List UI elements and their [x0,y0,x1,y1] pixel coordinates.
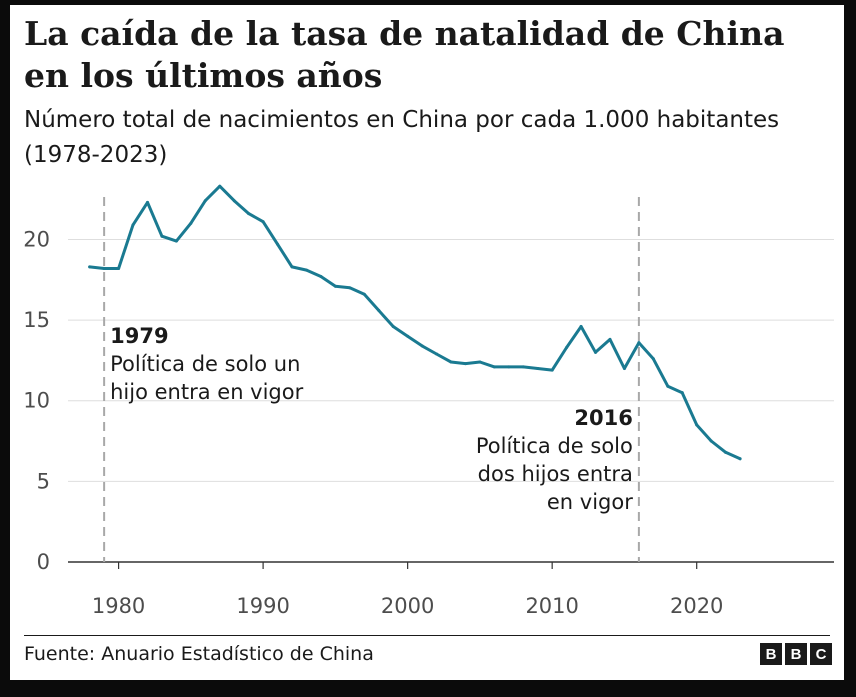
data-point-2006 [492,365,496,369]
data-point-2022 [724,450,728,454]
data-point-2003 [449,360,453,364]
x-tick-label-1990: 1990 [236,594,289,618]
data-point-1991 [276,242,280,246]
annotation-text-2016-line-2: dos hijos entra [478,462,633,486]
data-point-2002 [435,352,439,356]
data-point-1984 [174,239,178,243]
data-point-2016 [637,341,641,345]
y-tick-label-10: 10 [23,389,50,413]
data-point-2013 [594,350,598,354]
y-tick-label-15: 15 [23,308,50,332]
bbc-logo-block-b2: B [785,643,807,665]
data-point-1988 [232,199,236,203]
chart-title: La caída de la tasa de natalidad de Chin… [24,14,785,95]
data-point-2017 [651,357,655,361]
annotation-text-2016-line-3: en vigor [547,490,633,514]
data-point-1986 [203,199,207,203]
data-point-2014 [608,337,612,341]
annotation-text-1979-line-1: Política de solo un [110,352,300,376]
annotation-year-1979: 1979 [110,324,168,348]
data-point-2004 [463,362,467,366]
x-tick-label-2020: 2020 [670,594,723,618]
data-point-2015 [622,366,626,370]
data-point-1978 [88,265,92,269]
annotation-text-2016-line-1: Política de solo [476,434,633,458]
data-point-2007 [507,365,511,369]
x-tick-label-2000: 2000 [381,594,434,618]
bbc-logo-block-c: C [810,643,832,665]
data-point-1992 [290,265,294,269]
y-tick-label-0: 0 [37,550,50,574]
data-point-2005 [478,360,482,364]
x-tick-label-1980: 1980 [92,594,145,618]
bbc-logo: B B C [760,643,832,665]
series-line-0 [88,184,742,461]
data-point-2001 [420,344,424,348]
chart-subtitle: Número total de nacimientos en China por… [24,107,780,168]
data-point-2021 [709,439,713,443]
data-point-1997 [362,292,366,296]
data-point-1983 [160,234,164,238]
data-point-2000 [406,334,410,338]
data-point-1987 [218,184,222,188]
data-point-1998 [377,308,381,312]
data-point-1996 [348,286,352,290]
data-point-2020 [695,423,699,427]
data-point-1979 [102,266,106,270]
annotation-text-1979-line-2: hijo entra en vigor [110,380,303,404]
y-tick-label-5: 5 [37,469,50,493]
data-point-1989 [247,212,251,216]
annotation-year-2016: 2016 [574,406,632,430]
data-point-2009 [536,366,540,370]
data-point-2010 [550,368,554,372]
data-point-1985 [189,221,193,225]
source-note: Fuente: Anuario Estadístico de China [24,643,374,665]
data-point-2008 [521,365,525,369]
bbc-logo-block-b1: B [760,643,782,665]
y-tick-label-20: 20 [23,227,50,251]
data-point-1981 [131,223,135,227]
x-tick-label-2010: 2010 [525,594,578,618]
data-point-1993 [304,268,308,272]
data-point-1999 [391,325,395,329]
data-point-1994 [319,275,323,279]
data-point-2018 [666,384,670,388]
footer-rule [24,635,830,636]
data-point-2019 [680,391,684,395]
data-point-2011 [565,346,569,350]
data-point-1990 [261,220,265,224]
data-point-2012 [579,325,583,329]
data-point-1980 [117,266,121,270]
line-chart: 0 5 10 15 20 1980 1990 2000 2010 2020 1979 Política… [23,184,834,618]
data-point-1982 [145,200,149,204]
data-point-2023 [738,457,742,461]
data-point-1995 [333,284,337,288]
chart-card: La caída de la tasa de natalidad de Chin… [10,5,844,680]
